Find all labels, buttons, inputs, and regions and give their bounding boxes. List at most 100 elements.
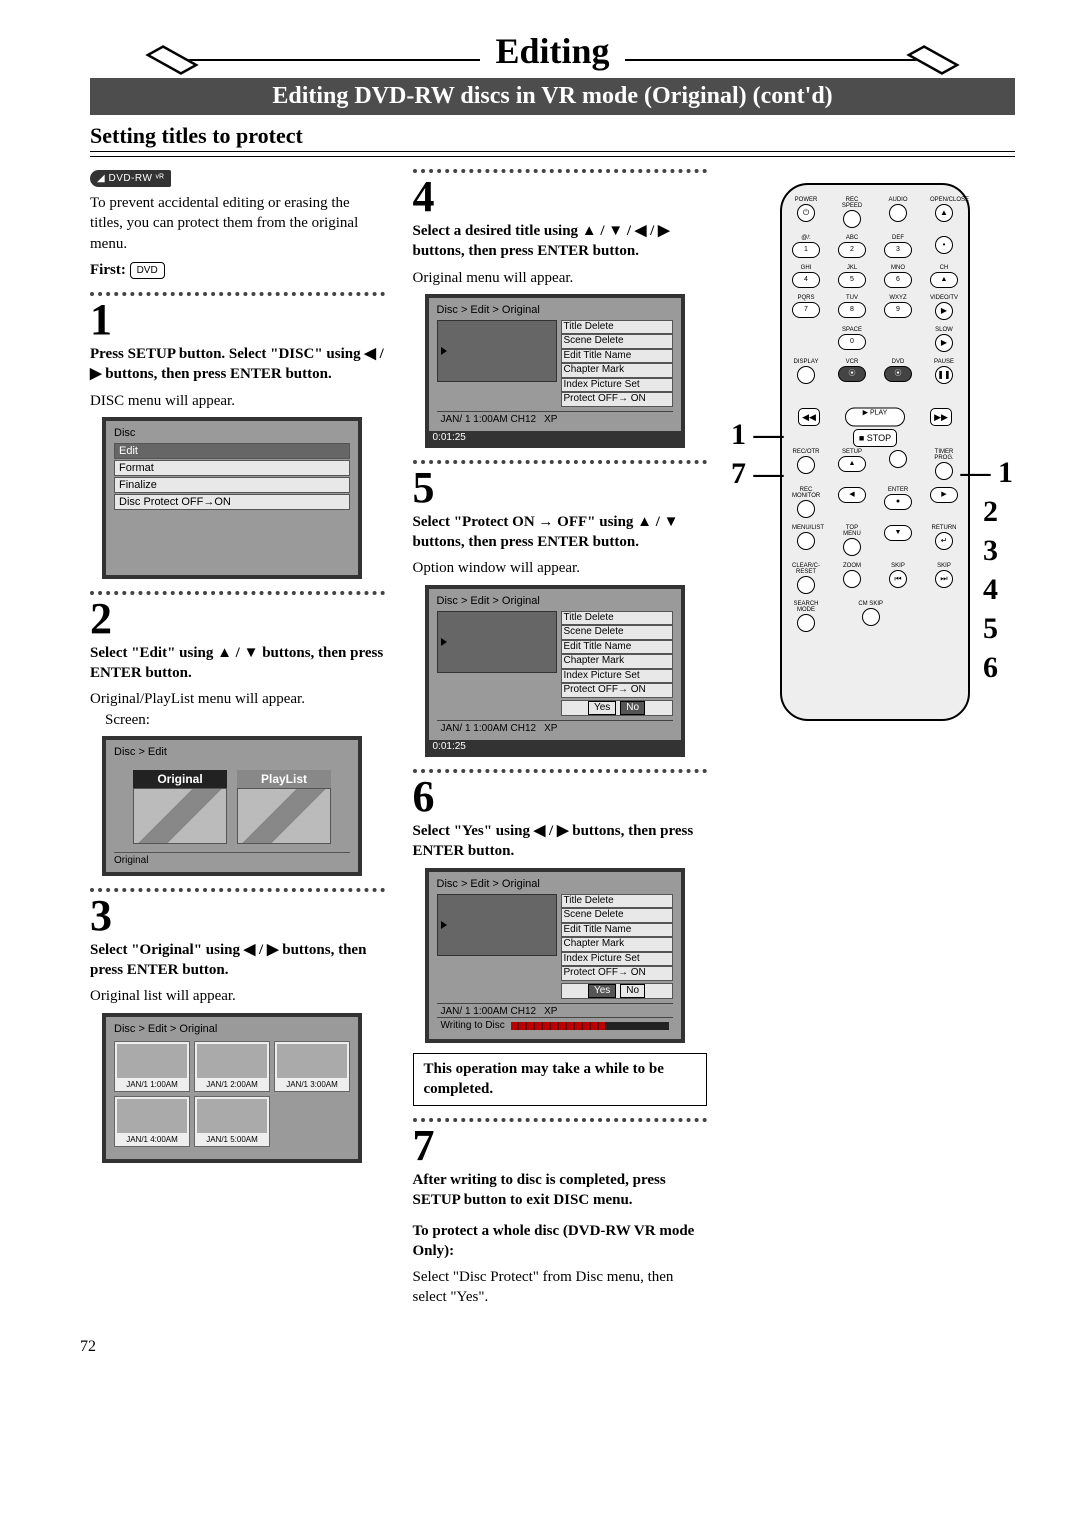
step-number: 4 (413, 175, 708, 219)
divider-icon (90, 591, 385, 595)
num-2-button-icon: 2 (838, 242, 866, 258)
osd-breadcrumb: Disc > Edit > Original (114, 1023, 350, 1035)
osd-protect-option: Disc > Edit > Original Title Delete Scen… (425, 585, 685, 758)
step-heading: Select "Protect ON → OFF" using ▲ / ▼ bu… (413, 512, 708, 553)
osd-breadcrumb: Disc > Edit > Original (437, 595, 673, 607)
clear-button-icon (797, 576, 815, 594)
divider-icon (90, 888, 385, 892)
pause-button-icon: ❚❚ (935, 366, 953, 384)
osd-preview-thumb (437, 320, 557, 382)
blank-button-icon (889, 450, 907, 468)
osd-status: JAN/ 1 1:00AM CH12 XP (437, 720, 673, 734)
nav-right-button-icon: ▶ (930, 487, 958, 503)
chapter-title: Editing (483, 30, 621, 72)
column-remote: POWER⏻ REC SPEED AUDIO OPEN/CLOSE▲ @/:1 … (735, 169, 1015, 1314)
rule-right (625, 51, 947, 68)
num-0-button-icon: 0 (838, 334, 866, 350)
column-1: ◢ DVD-RW ᵛᴿ To prevent accidental editin… (90, 169, 385, 1314)
timer-prog-button-icon (935, 462, 953, 480)
remote-diagram: POWER⏻ REC SPEED AUDIO OPEN/CLOSE▲ @/:1 … (780, 183, 970, 721)
osd-row: Edit (114, 443, 350, 459)
step-number: 2 (90, 597, 385, 641)
step-number: 7 (413, 1124, 708, 1168)
rule-left (158, 51, 480, 68)
osd-disc-menu: Disc Edit Format Finalize Disc Protect O… (102, 417, 362, 579)
skip-next-button-icon: ⏭ (935, 570, 953, 588)
slow-button-icon: ▶ (935, 334, 953, 352)
sub-rule (90, 156, 1015, 157)
osd-writing: Writing to Disc (437, 1017, 673, 1033)
num-9-button-icon: 9 (884, 302, 912, 318)
step-number: 1 (90, 298, 385, 342)
step-heading: Select "Original" using ◀ / ▶ buttons, t… (90, 940, 385, 981)
rec-monitor-button-icon (797, 500, 815, 518)
osd-title: Disc (114, 427, 350, 439)
step-body: DISC menu will appear. (90, 391, 385, 411)
step-heading: Select "Edit" using ▲ / ▼ buttons, then … (90, 643, 385, 684)
rec-button-icon: • (935, 236, 953, 254)
osd-footer: 0:01:25 (429, 740, 681, 753)
num-1-button-icon: 1 (792, 242, 820, 258)
step-subheading: To protect a whole disc (DVD-RW VR mode … (413, 1221, 708, 1262)
subheading: Setting titles to protect (90, 123, 1015, 152)
osd-status: JAN/ 1 1:00AM CH12 XP (437, 411, 673, 425)
divider-icon (413, 769, 708, 773)
osd-thumb-cell: JAN/1 1:00AM (114, 1041, 190, 1092)
vcr-button-icon: ⦿ (838, 366, 866, 382)
osd-footer: 0:01:25 (429, 431, 681, 444)
step-body: Option window will appear. (413, 558, 708, 578)
divider-icon (413, 169, 708, 173)
osd-status: JAN/ 1 1:00AM CH12 XP (437, 1003, 673, 1017)
osd-option-list: Title Delete Scene Delete Edit Title Nam… (561, 894, 673, 1000)
num-6-button-icon: 6 (884, 272, 912, 288)
rew-button-icon: ◀◀ (798, 408, 820, 426)
nav-down-button-icon: ▼ (884, 525, 912, 541)
note-box: This operation may take a while to be co… (413, 1053, 708, 1106)
num-7-button-icon: 7 (792, 302, 820, 318)
enter-button-icon: ● (884, 494, 912, 510)
divider-icon (90, 292, 385, 296)
play-button-icon: ▶ PLAY (845, 408, 905, 427)
label-first: First: (90, 262, 126, 278)
ff-button-icon: ▶▶ (930, 408, 952, 426)
progress-bar-icon (511, 1022, 669, 1030)
osd-breadcrumb: Disc > Edit > Original (437, 304, 673, 316)
osd-preview-thumb (437, 894, 557, 956)
osd-edit-menu: Disc > Edit Original PlayList Original (102, 736, 362, 876)
step-body: Original list will appear. (90, 986, 385, 1006)
osd-original-list: Disc > Edit > Original JAN/1 1:00AM JAN/… (102, 1013, 362, 1163)
skip-prev-button-icon: ⏮ (889, 570, 907, 588)
return-button-icon: ↵ (935, 532, 953, 550)
column-2: 4 Select a desired title using ▲ / ▼ / ◀… (413, 169, 708, 1314)
step-body: Original menu will appear. (413, 268, 708, 288)
zoom-button-icon (843, 570, 861, 588)
video-tv-button-icon: ▶ (935, 302, 953, 320)
step-body: Select "Disc Protect" from Disc menu, th… (413, 1267, 708, 1308)
power-button-icon: ⏻ (797, 204, 815, 222)
osd-title-menu: Disc > Edit > Original Title Delete Scen… (425, 294, 685, 448)
num-3-button-icon: 3 (884, 242, 912, 258)
nav-left-button-icon: ◀ (838, 487, 866, 503)
remote-callout-left: 1 — 7 — (731, 415, 784, 493)
step-heading: Select "Yes" using ◀ / ▶ buttons, then p… (413, 821, 708, 862)
page-number: 72 (80, 1338, 1015, 1356)
chapter-banner: Editing (90, 30, 1015, 72)
rec-speed-button-icon (843, 210, 861, 228)
step-number: 3 (90, 894, 385, 938)
display-button-icon (797, 366, 815, 384)
divider-icon (413, 460, 708, 464)
osd-thumb-cell: JAN/1 2:00AM (194, 1041, 270, 1092)
osd-protect-confirm: Disc > Edit > Original Title Delete Scen… (425, 868, 685, 1044)
divider-icon (413, 1118, 708, 1122)
step-number: 6 (413, 775, 708, 819)
open-close-button-icon: ▲ (935, 204, 953, 222)
osd-row: Format (114, 460, 350, 476)
osd-preview-thumb (437, 611, 557, 673)
osd-row: Finalize (114, 477, 350, 493)
osd-thumb-cell: JAN/1 4:00AM (114, 1096, 190, 1147)
diamond-left-icon (145, 45, 198, 75)
menu-list-button-icon (797, 532, 815, 550)
osd-option-list: Title Delete Scene Delete Edit Title Nam… (561, 611, 673, 717)
top-menu-button-icon (843, 538, 861, 556)
step-heading: Press SETUP button. Select "DISC" using … (90, 344, 385, 385)
